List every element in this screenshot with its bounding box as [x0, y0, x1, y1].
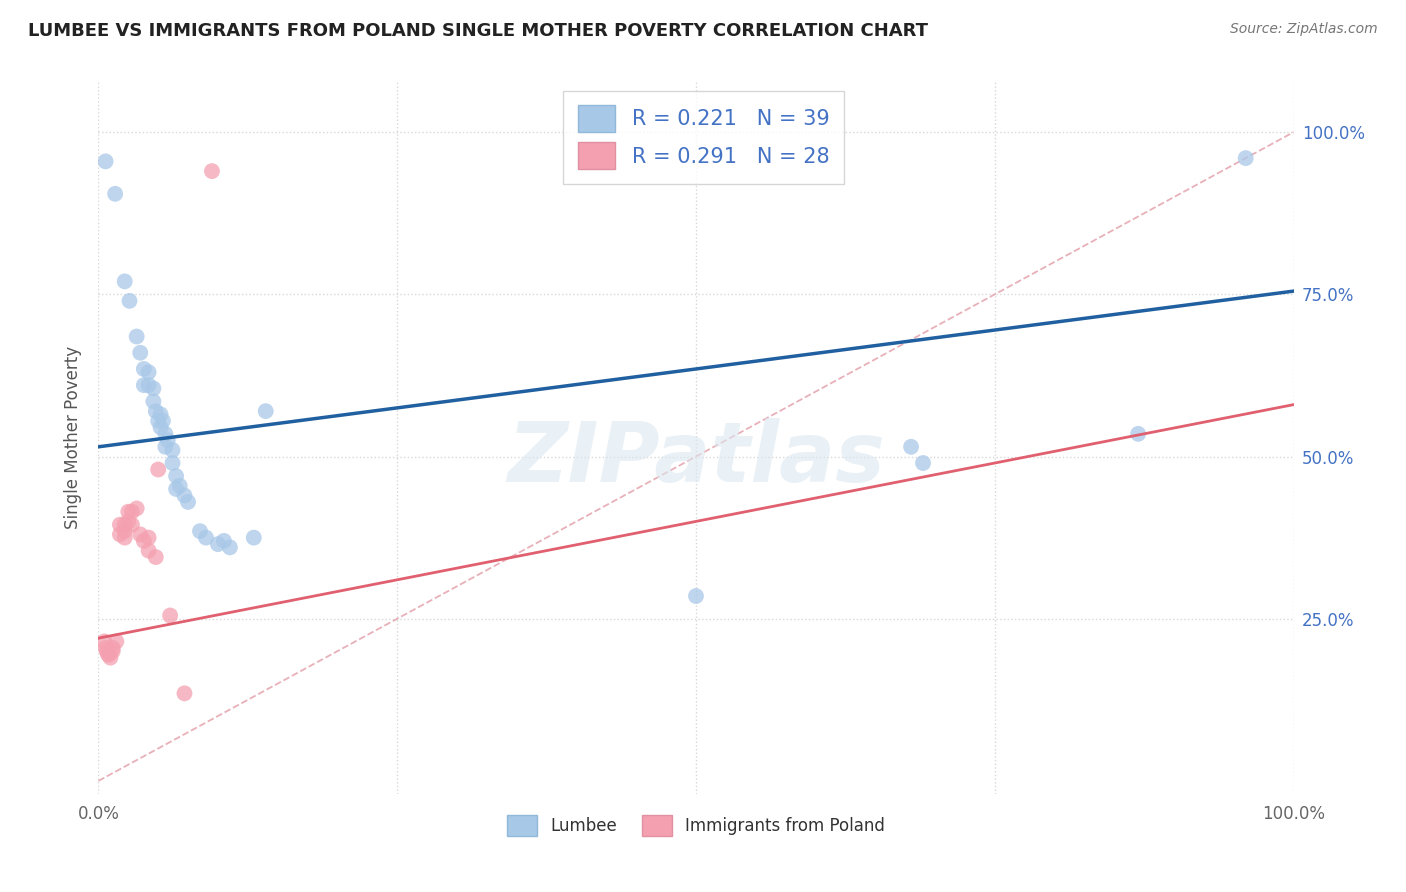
Point: [149, 408, 172, 422]
Point: [212, 533, 235, 548]
Point: [177, 495, 200, 509]
Point: [207, 537, 229, 551]
Point: [121, 505, 143, 519]
Point: [155, 440, 177, 454]
Point: [1234, 151, 1257, 165]
Point: [148, 414, 170, 428]
Point: [114, 274, 136, 288]
Legend: Lumbee, Immigrants from Poland: Lumbee, Immigrants from Poland: [501, 808, 891, 843]
Point: [101, 644, 124, 658]
Point: [165, 469, 187, 483]
Point: [93, 634, 115, 648]
Point: [108, 517, 131, 532]
Point: [142, 381, 165, 395]
Point: [129, 527, 152, 541]
Point: [685, 589, 707, 603]
Point: [138, 531, 160, 545]
Point: [101, 640, 124, 655]
Point: [138, 378, 160, 392]
Point: [114, 524, 136, 538]
Point: [129, 345, 152, 359]
Point: [114, 517, 136, 532]
Point: [94, 640, 117, 655]
Point: [173, 488, 195, 502]
Point: [900, 440, 922, 454]
Point: [132, 533, 155, 548]
Point: [911, 456, 934, 470]
Point: [104, 186, 127, 201]
Point: [152, 414, 174, 428]
Point: [155, 426, 177, 441]
Text: LUMBEE VS IMMIGRANTS FROM POLAND SINGLE MOTHER POVERTY CORRELATION CHART: LUMBEE VS IMMIGRANTS FROM POLAND SINGLE …: [28, 22, 928, 40]
Point: [142, 394, 165, 409]
Point: [145, 550, 167, 565]
Point: [98, 650, 122, 665]
Point: [156, 434, 179, 448]
Point: [148, 462, 170, 476]
Point: [149, 420, 172, 434]
Text: Source: ZipAtlas.com: Source: ZipAtlas.com: [1230, 22, 1378, 37]
Text: ZIPatlas: ZIPatlas: [508, 418, 884, 499]
Y-axis label: Single Mother Poverty: Single Mother Poverty: [65, 345, 83, 529]
Point: [114, 531, 136, 545]
Point: [169, 479, 191, 493]
Point: [105, 634, 128, 648]
Point: [219, 541, 242, 555]
Point: [138, 543, 160, 558]
Point: [162, 456, 184, 470]
Point: [96, 644, 118, 658]
Point: [132, 362, 155, 376]
Point: [98, 648, 121, 662]
Point: [97, 648, 120, 662]
Point: [162, 443, 184, 458]
Point: [118, 293, 141, 308]
Point: [195, 531, 218, 545]
Point: [201, 164, 224, 178]
Point: [1128, 426, 1150, 441]
Point: [188, 524, 211, 538]
Point: [159, 608, 181, 623]
Point: [165, 482, 187, 496]
Point: [125, 501, 148, 516]
Point: [94, 154, 117, 169]
Point: [173, 686, 195, 700]
Point: [117, 515, 139, 529]
Point: [254, 404, 277, 418]
Point: [121, 517, 143, 532]
Point: [243, 531, 266, 545]
Point: [125, 329, 148, 343]
Point: [117, 505, 139, 519]
Point: [108, 527, 131, 541]
Point: [145, 404, 167, 418]
Point: [138, 365, 160, 379]
Point: [132, 378, 155, 392]
